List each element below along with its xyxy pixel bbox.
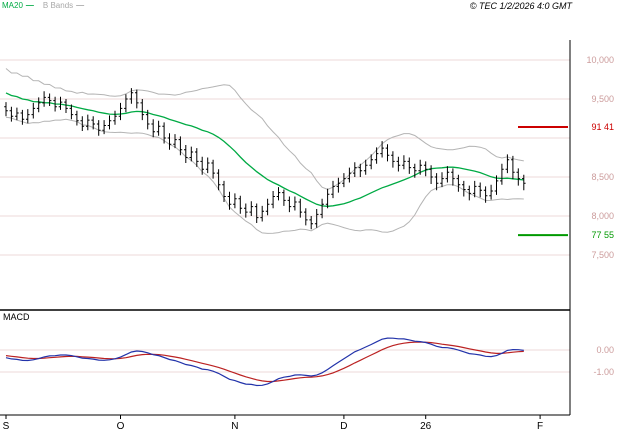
macd-tick-label: 0.00 bbox=[596, 345, 614, 355]
legend-ma20: MA20— bbox=[2, 1, 34, 10]
bollinger-upper-band bbox=[5, 68, 524, 190]
support-level-label: 77 55 bbox=[591, 230, 614, 240]
macd-panel-label: MACD bbox=[3, 312, 30, 322]
x-axis-label: D bbox=[340, 421, 347, 432]
legend-bbands-line-sample: — bbox=[76, 1, 85, 10]
copyright-text: © TEC 1/2/2026 4:0 GMT bbox=[469, 1, 572, 11]
x-axis-label: 26 bbox=[420, 421, 432, 432]
x-axis-label: F bbox=[537, 421, 543, 432]
main-price-panel bbox=[4, 68, 526, 234]
legend-bbands-label: B Bands bbox=[42, 1, 74, 10]
macd-line bbox=[5, 337, 524, 387]
macd-tick-label: -1.00 bbox=[593, 367, 614, 377]
price-tick-label: 8,000 bbox=[591, 211, 614, 221]
legend-ma20-line-sample: — bbox=[25, 1, 34, 10]
x-axis-label: S bbox=[3, 421, 10, 432]
chart-legend: MA20— B Bands — bbox=[2, 1, 84, 10]
ma20-line bbox=[5, 92, 524, 207]
legend-ma20-label: MA20 bbox=[2, 1, 23, 10]
macd-signal-line bbox=[5, 341, 524, 383]
price-tick-label: 8,500 bbox=[591, 172, 614, 182]
x-axis-label: N bbox=[231, 421, 238, 432]
x-axis-label: O bbox=[117, 421, 125, 432]
bollinger-lower-band bbox=[5, 116, 524, 234]
resistance-level-label: 91 41 bbox=[591, 122, 614, 132]
macd-lower-panel bbox=[5, 337, 524, 387]
price-tick-label: 7,500 bbox=[591, 250, 614, 260]
price-tick-label: 10,000 bbox=[586, 55, 614, 65]
price-tick-label: 9,500 bbox=[591, 94, 614, 104]
ohlc-bars bbox=[4, 88, 526, 230]
legend-bbands: B Bands — bbox=[43, 1, 84, 10]
